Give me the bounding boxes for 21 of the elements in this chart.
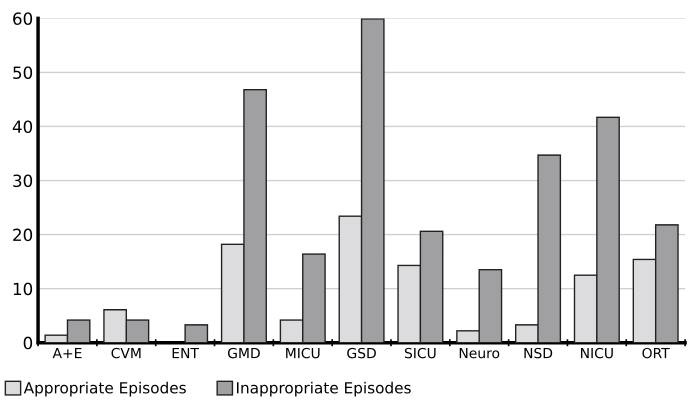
x-tick-label: Neuro <box>460 348 500 358</box>
legend-label: Appropriate Episodes <box>24 382 186 397</box>
y-tick-label: 50 <box>13 66 32 79</box>
x-tick-label: GMD <box>228 348 260 358</box>
y-tick-label: 40 <box>12 120 32 134</box>
x-tick-label: ENT <box>172 348 199 358</box>
y-tick-label: 0 <box>24 336 32 350</box>
y-tick-label: 20 <box>13 228 32 242</box>
bar <box>184 324 208 343</box>
x-tick-label: A+E <box>52 348 82 358</box>
x-tick-label: SICU <box>404 348 436 358</box>
x-tick-label: ORT <box>642 348 670 358</box>
legend-label: Inappropriate Episodes <box>237 382 411 397</box>
y-tick-label: 60 <box>13 12 32 25</box>
x-tick-label: CVM <box>111 348 141 358</box>
x-tick-label: NICU <box>581 348 613 358</box>
x-tick-label: GSD <box>347 348 376 358</box>
x-tick-label: NSD <box>524 348 552 358</box>
x-tick-label: MICU <box>286 348 320 358</box>
y-tick-label: 30 <box>13 174 32 188</box>
y-tick-label: 10 <box>14 282 32 296</box>
